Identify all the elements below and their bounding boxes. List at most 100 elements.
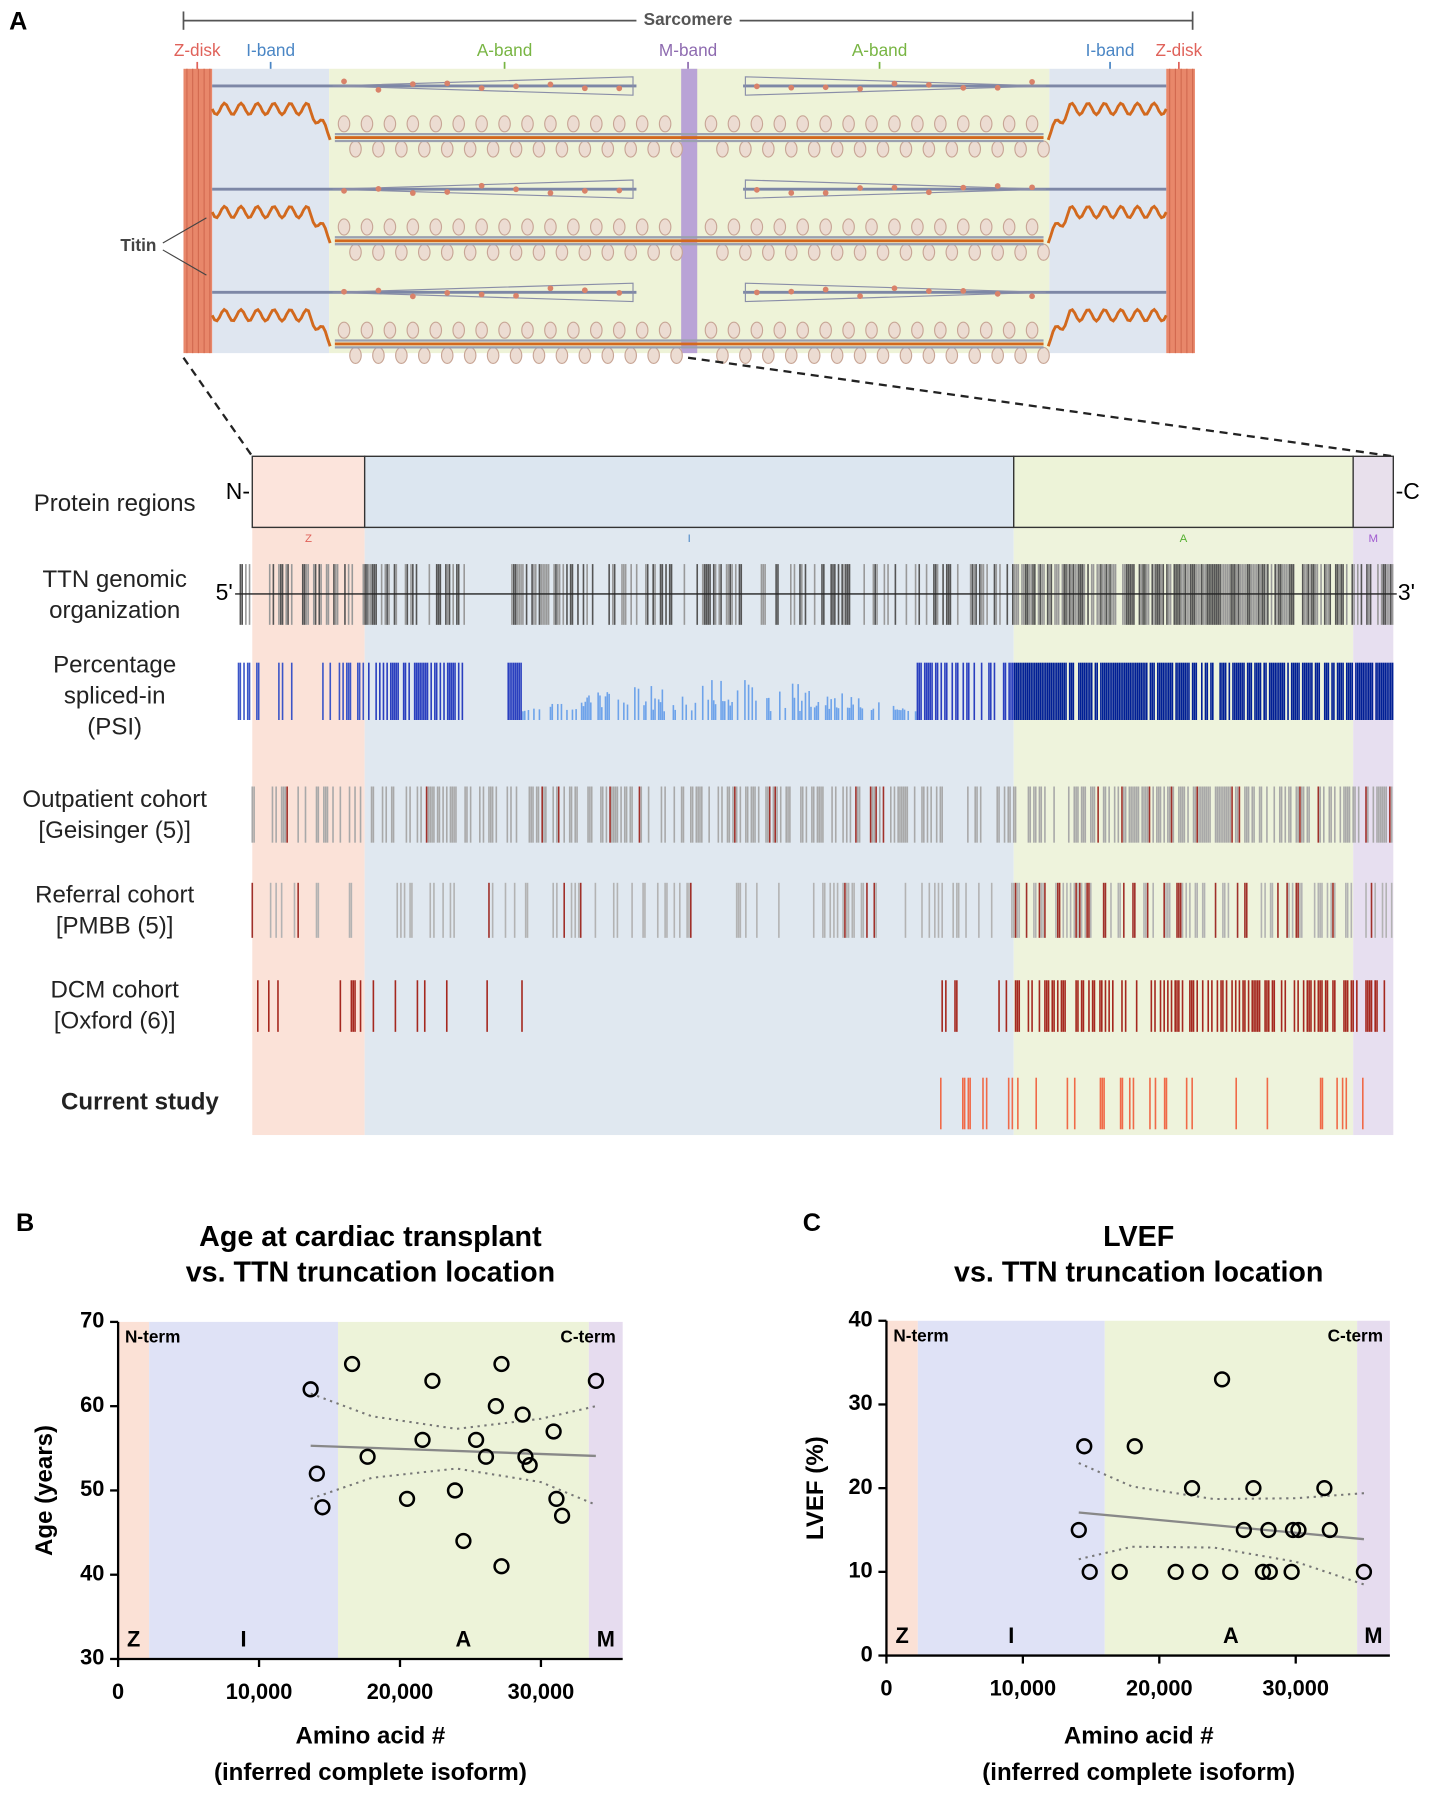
myosin-head (956, 218, 970, 236)
bead (753, 187, 760, 193)
data-point (398, 1490, 416, 1508)
data-point (424, 1372, 441, 1390)
sarcomere-drawing (183, 68, 1195, 365)
outpatient-track (251, 786, 1393, 843)
myosin-head (509, 140, 523, 158)
track-label: [Oxford (6)] (54, 1007, 176, 1034)
myosin-head (842, 115, 855, 133)
myosin-head (773, 321, 787, 339)
myosin-head (899, 243, 913, 261)
data-point (487, 1398, 504, 1415)
data-point (1183, 1480, 1201, 1497)
myosin-head (670, 140, 683, 158)
myosin-head (853, 243, 867, 261)
bead (341, 78, 347, 85)
region-band (149, 1321, 338, 1659)
myosin-head (349, 140, 362, 158)
myosin-head (704, 115, 718, 133)
titin-pointer (162, 217, 207, 244)
bead (375, 186, 382, 192)
y-tick-label: 20 (848, 1474, 872, 1499)
track-label: (PSI) (87, 713, 142, 740)
myosin-head (784, 243, 798, 261)
y-tick-label: 30 (80, 1645, 104, 1670)
myosin-head (739, 346, 752, 365)
myosin-head (876, 243, 890, 261)
data-point (414, 1431, 431, 1449)
myosin-head (796, 218, 810, 236)
myosin-head (452, 321, 466, 339)
referral-track (251, 882, 1393, 938)
bead (891, 285, 898, 292)
band-label: A-band (852, 40, 907, 60)
myosin-head (819, 321, 832, 339)
myosin-head (956, 321, 970, 339)
zoom-line (182, 357, 254, 457)
myosin-head (991, 140, 1004, 158)
data-point (1213, 1371, 1231, 1388)
myosin-head (578, 346, 592, 365)
chart-title: Age at cardiac transplant (199, 1221, 542, 1253)
x-axis-label: (inferred complete isoform) (214, 1759, 527, 1786)
region-band (118, 1321, 150, 1659)
region-letter: I (688, 533, 691, 545)
myosin-head (578, 140, 592, 158)
myosin-head (463, 243, 477, 261)
bead (478, 182, 485, 189)
chart-title: vs. TTN truncation location (954, 1256, 1323, 1288)
x-tick-label: 20,000 (367, 1679, 434, 1704)
myosin-head (349, 346, 362, 365)
filament-taper (744, 179, 1046, 199)
region-label: I (1008, 1623, 1014, 1648)
region-letter: A (1180, 533, 1188, 545)
myosin-head (750, 115, 764, 133)
myosin-head (807, 243, 821, 261)
myosin-head (830, 140, 844, 158)
band-label: M-band (659, 40, 717, 60)
myosin-head (544, 115, 557, 133)
titin-spring (1046, 101, 1168, 141)
myosin-head (945, 346, 959, 365)
confidence-band (310, 1467, 597, 1506)
region-label: A (456, 1626, 472, 1651)
data-point (1355, 1563, 1373, 1580)
data-point (477, 1448, 495, 1465)
myosin-head (830, 346, 844, 365)
y-tick-label: 0 (861, 1641, 873, 1666)
myosin-head (555, 140, 569, 158)
myosin-head (865, 321, 878, 339)
track-label: [PMBB (5)] (56, 912, 174, 939)
current-track (939, 1077, 1364, 1130)
y-tick-label: 10 (848, 1558, 872, 1583)
myosin-head (417, 346, 431, 365)
myosin-head (807, 140, 821, 158)
x-tick-label: 0 (880, 1676, 892, 1701)
myosin-head (349, 243, 362, 261)
data-point (1283, 1563, 1300, 1580)
bead (857, 86, 863, 92)
titin-spring (1046, 204, 1168, 244)
myosin-head (383, 115, 397, 133)
myosin-head (509, 243, 523, 261)
band-label: Z-disk (174, 40, 221, 60)
myosin-head (716, 243, 729, 261)
myosin-head (1002, 321, 1016, 339)
myosin-head (968, 140, 982, 158)
region-label: M (597, 1626, 615, 1651)
y-tick-label: 50 (80, 1476, 104, 1501)
track-label: Percentage (53, 651, 176, 678)
bead (960, 85, 967, 91)
myosin-head (876, 346, 890, 365)
myosin-head (830, 243, 844, 261)
bead (926, 189, 932, 196)
myosin-head (567, 115, 580, 133)
myosin-head (372, 346, 385, 365)
myosin-head (968, 346, 982, 365)
myosin-head (486, 346, 500, 365)
c-terminus: -C (1396, 478, 1420, 504)
chart-title: LVEF (1103, 1221, 1174, 1253)
bead (409, 81, 416, 87)
myosin-head (1014, 140, 1027, 158)
data-point (548, 1490, 565, 1508)
myosin-head (658, 115, 672, 133)
